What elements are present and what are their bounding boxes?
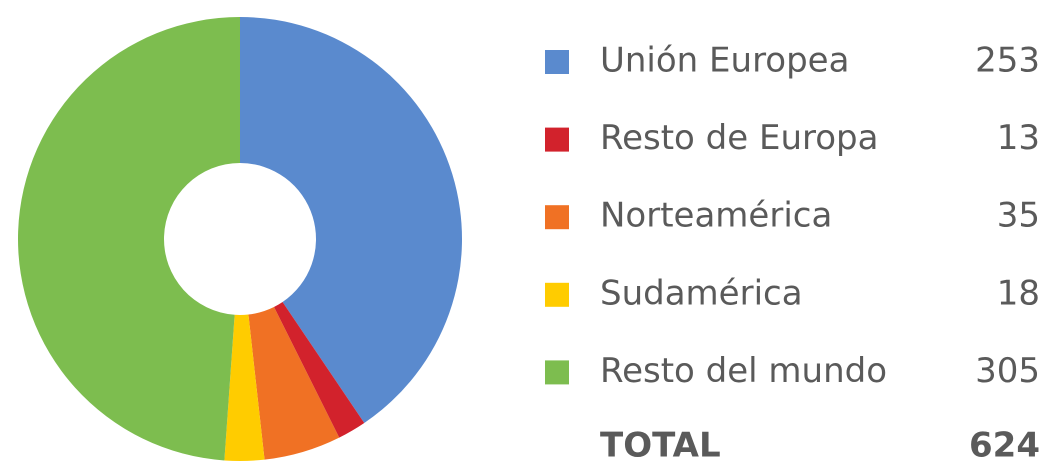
legend-value: 13 (997, 118, 1040, 158)
legend-label: Resto del mundo (600, 351, 887, 391)
legend-label: Resto de Europa (600, 118, 878, 158)
total-value: 624 (969, 426, 1040, 464)
legend-swatch (545, 205, 569, 230)
legend-value: 305 (975, 351, 1040, 391)
legend-swatch (545, 50, 569, 74)
legend-label: Norteamérica (600, 196, 832, 236)
total-label: TOTAL (600, 426, 721, 464)
slice (273, 301, 365, 438)
slice (240, 17, 462, 423)
legend-label: Sudamérica (600, 273, 803, 313)
legend-swatch (545, 127, 569, 152)
legend-value: 253 (975, 41, 1040, 81)
slice (17, 17, 240, 461)
slice (224, 314, 265, 462)
slice (248, 306, 340, 460)
legend-value: 18 (997, 273, 1040, 313)
legend-value: 35 (997, 196, 1040, 236)
legend-swatch (545, 360, 569, 385)
legend-swatch (545, 282, 569, 307)
legend-label: Unión Europea (600, 41, 849, 81)
